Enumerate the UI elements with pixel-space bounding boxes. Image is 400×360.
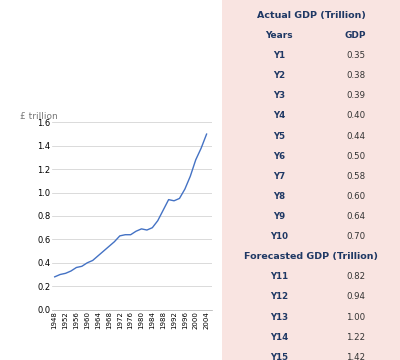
Text: Y14: Y14 [270, 333, 288, 342]
Text: GDP: GDP [345, 31, 366, 40]
Text: 0.35: 0.35 [346, 51, 365, 60]
Text: 0.82: 0.82 [346, 272, 365, 281]
Text: Y13: Y13 [270, 312, 288, 321]
Text: 0.44: 0.44 [346, 131, 365, 140]
Text: Y6: Y6 [273, 152, 285, 161]
Text: Y11: Y11 [270, 272, 288, 281]
Text: Y12: Y12 [270, 292, 288, 301]
Text: 0.60: 0.60 [346, 192, 365, 201]
Text: Actual GDP (Trillion): Actual GDP (Trillion) [256, 11, 366, 20]
Text: 0.70: 0.70 [346, 232, 365, 241]
Text: 1.22: 1.22 [346, 333, 365, 342]
Text: 0.40: 0.40 [346, 111, 365, 120]
Text: Y2: Y2 [273, 71, 285, 80]
Text: Y8: Y8 [273, 192, 285, 201]
Text: Y9: Y9 [273, 212, 285, 221]
Text: Y3: Y3 [273, 91, 285, 100]
Text: Y4: Y4 [273, 111, 285, 120]
Text: Forecasted GDP (Trillion): Forecasted GDP (Trillion) [244, 252, 378, 261]
Text: 0.94: 0.94 [346, 292, 365, 301]
Text: Y15: Y15 [270, 353, 288, 360]
Text: £ trillion: £ trillion [20, 112, 58, 121]
Text: 1.00: 1.00 [346, 312, 365, 321]
Text: Years: Years [265, 31, 293, 40]
Text: Y10: Y10 [270, 232, 288, 241]
Text: Y1: Y1 [273, 51, 285, 60]
Text: 0.64: 0.64 [346, 212, 365, 221]
Text: Y5: Y5 [273, 131, 285, 140]
Text: 0.39: 0.39 [346, 91, 365, 100]
Text: 0.38: 0.38 [346, 71, 365, 80]
Text: 1.42: 1.42 [346, 353, 365, 360]
Text: Y7: Y7 [273, 172, 285, 181]
Text: 0.58: 0.58 [346, 172, 365, 181]
Text: 0.50: 0.50 [346, 152, 365, 161]
